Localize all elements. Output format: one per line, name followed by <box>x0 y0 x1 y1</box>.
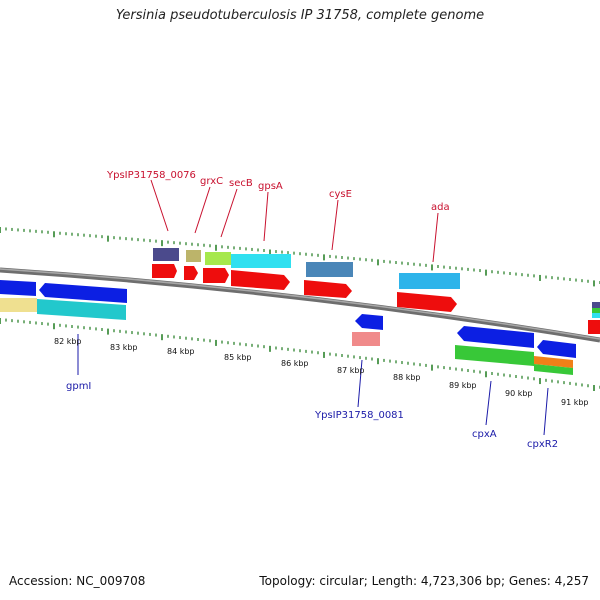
kbp-label: 82 kbp <box>54 337 82 346</box>
feature-ypsip31758-0081-cog <box>352 332 380 346</box>
feature-grxc-cog <box>186 250 201 262</box>
kbp-label: 84 kbp <box>167 347 195 356</box>
feature-gpsa-cog <box>231 254 291 268</box>
label-cpxr2[interactable]: cpxR2 <box>527 439 558 450</box>
feature-right-edge-4 <box>588 320 600 334</box>
feature-left-reverse-1 <box>0 280 36 296</box>
feature-cyse <box>304 280 352 298</box>
label-ypsip31758-0076[interactable]: YpsIP31758_0076 <box>106 170 196 181</box>
feature-cpxr2-cog-2 <box>534 364 573 375</box>
feature-ada <box>397 292 457 312</box>
gene-features <box>0 248 600 375</box>
label-secb[interactable]: secB <box>229 178 253 189</box>
feature-right-edge-2 <box>592 308 600 313</box>
feature-gpmi <box>39 283 127 303</box>
genome-backbone <box>0 267 600 343</box>
label-ypsip31758-0081[interactable]: YpsIP31758_0081 <box>314 410 404 421</box>
genome-info-text: Topology: circular; Length: 4,723,306 bp… <box>259 574 589 588</box>
feature-cyse-cog <box>306 262 353 277</box>
feature-left-cog-1 <box>0 298 37 312</box>
kbp-label: 91 kbp <box>561 398 589 407</box>
kbp-label: 88 kbp <box>393 373 421 382</box>
feature-cpxa-cog <box>455 345 534 366</box>
lower-tick-row <box>0 318 600 392</box>
feature-grxc <box>184 266 198 280</box>
feature-cpxa <box>457 326 534 348</box>
feature-ypsip31758-0076-cog <box>153 248 179 261</box>
feature-ada-cog <box>399 273 460 289</box>
kbp-label: 85 kbp <box>224 353 252 362</box>
kbp-label: 90 kbp <box>505 389 533 398</box>
feature-right-edge-3 <box>592 313 600 318</box>
kbp-label: 87 kbp <box>337 366 365 375</box>
kbp-label: 89 kbp <box>449 381 477 390</box>
feature-gpsa <box>231 270 290 290</box>
feature-secb-cog <box>205 252 231 265</box>
kbp-label: 83 kbp <box>110 343 138 352</box>
upper-tick-row <box>0 227 600 287</box>
label-gpsa[interactable]: gpsA <box>258 181 283 192</box>
feature-secb <box>203 268 229 283</box>
kbp-label: 86 kbp <box>281 359 309 368</box>
label-cyse[interactable]: cysE <box>329 189 352 200</box>
feature-cpxr2 <box>537 340 576 358</box>
label-grxc[interactable]: grxC <box>200 176 223 187</box>
label-ada[interactable]: ada <box>431 202 450 213</box>
feature-right-edge-1 <box>592 302 600 308</box>
label-gpmi[interactable]: gpmI <box>66 381 91 392</box>
accession-text: Accession: NC_009708 <box>9 574 146 588</box>
feature-ypsip31758-0081 <box>355 314 383 330</box>
label-leaders <box>77 179 549 436</box>
feature-ypsip31758-0076 <box>152 264 177 278</box>
label-cpxa[interactable]: cpxA <box>472 429 497 440</box>
genome-title: Yersinia pseudotuberculosis IP 31758, co… <box>115 8 485 23</box>
feature-gpmi-cog <box>37 299 126 320</box>
